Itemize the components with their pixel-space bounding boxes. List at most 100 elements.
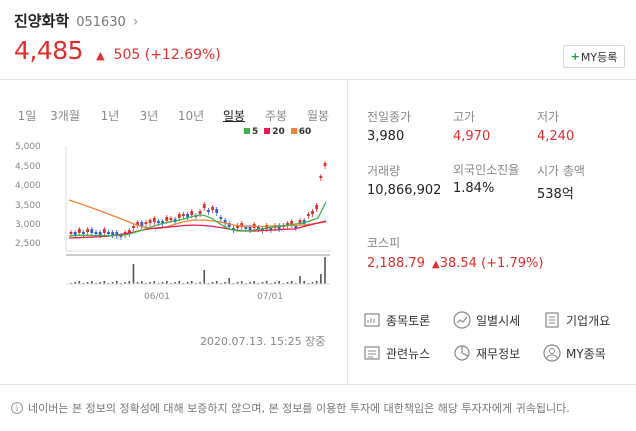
chat-board-icon [363,311,381,329]
candle-body [111,232,115,235]
period-tabs: 1일 3개월 1년 3년 10년 일봉 주봉 월봉 [14,107,338,124]
candle-body [236,225,239,228]
volume-bar [311,282,314,284]
stock-title[interactable]: 진양화학 051630 › [14,10,138,31]
news-icon [363,344,381,362]
candle-body [82,232,85,234]
volume-bar [265,281,268,284]
timestamp: 2020.07.13. 15:25 장중 [200,335,326,348]
candle-body [269,228,273,230]
tab-1day[interactable]: 1일 [17,109,37,123]
candle-body [190,211,194,215]
volume-bar [99,282,101,284]
ma5-line [68,201,327,237]
volume-bar [136,282,139,284]
divider-bottom [0,384,636,385]
volume-bar [290,281,293,284]
disclaimer: i 네이버는 본 정보의 정확성에 대해 보증하지 않으며, 본 정보를 이용한… [11,400,570,416]
ma60-line [68,199,327,230]
candle-body [115,232,119,236]
volume-bar [203,270,206,284]
candle-body [186,214,189,217]
candle-body [77,229,81,233]
menu-financial-info[interactable]: 재무정보 [453,344,520,362]
user-icon [543,344,561,362]
volume-bar [215,281,218,284]
x-tick: 06/01 [144,292,170,302]
candle-body [136,222,140,225]
kospi-block[interactable]: 코스피 2,188.79 ▲38.54 (+1.79%) [367,234,543,271]
volume-bar [178,281,181,284]
tab-daily[interactable]: 일봉 [222,109,246,123]
tab-3year[interactable]: 3년 [139,109,159,123]
candle-body [215,209,219,213]
candle-body [107,232,110,234]
divider-vertical [347,79,348,384]
candle-body [98,232,102,235]
candle-body [227,223,231,227]
volume-bar [128,281,131,284]
candle-body [144,222,148,224]
candle-body [277,225,281,229]
my-register-button[interactable]: + MY등록 [563,45,625,68]
volume-bar [286,282,289,284]
volume-bar [161,282,164,284]
menu-related-news[interactable]: 관련뉴스 [363,344,430,362]
stat-high: 고가 4,970 [453,110,491,144]
candle-body [219,217,223,219]
tab-3month[interactable]: 3개월 [50,109,80,123]
menu-company-overview[interactable]: 기업개요 [543,311,610,329]
volume-bar [249,282,251,284]
y-tick: 5,000 [15,142,41,152]
price-chart[interactable]: 5,000 4,500 4,000 3,500 3,000 2,500 06/0… [14,138,334,308]
tab-10year[interactable]: 10년 [177,109,205,123]
volume-bar [132,264,135,284]
candle-body [102,229,106,233]
candle-body [161,221,165,224]
volume-bar [253,281,256,284]
candle-body [157,221,160,223]
volume-bar [303,281,305,284]
volume-bar [315,281,318,284]
divider-top [0,79,636,80]
volume-bar [199,282,201,284]
volume-bar [324,257,326,284]
menu-discussion[interactable]: 종목토론 [363,311,430,329]
volume-bar [261,282,264,284]
candle-body [119,235,123,237]
kospi-value: 2,188.79 ▲38.54 (+1.79%) [367,256,544,271]
tab-monthly[interactable]: 월봉 [306,109,330,123]
y-axis: 5,000 4,500 4,000 3,500 3,000 2,500 [15,142,41,249]
candle-body [294,226,298,228]
menu-my-stocks[interactable]: MY종목 [543,344,606,362]
legend-ma20: 20 [264,127,285,137]
candle-body [132,226,135,228]
line-chart-icon [453,311,471,329]
stat-prev-close: 전일종가 3,980 [367,110,412,144]
chart-legend: 5 20 60 [244,127,311,137]
stat-foreign-ratio: 외국인소진율 1.84% [453,163,520,196]
chevron-right-icon[interactable]: › [132,14,139,30]
stock-name[interactable]: 진양화학 [14,12,70,30]
volume-bar [240,281,243,284]
stat-market-cap: 시가 총액 538억 [537,164,585,202]
x-tick: 07/01 [257,292,283,302]
tab-1year[interactable]: 1년 [100,109,120,123]
volume-bar [78,281,81,284]
tab-weekly[interactable]: 주봉 [264,109,288,123]
candle-body [86,229,90,232]
candle-body [165,217,169,221]
volume-bar [174,282,176,284]
volume-bar [86,282,89,284]
legend-ma5: 5 [244,127,258,137]
y-tick: 4,500 [15,162,41,172]
volume-bar [224,282,226,284]
volume-bar [186,282,189,284]
candle-body [177,214,181,218]
current-price: 4,485 [14,36,84,65]
volume-bar [190,281,193,284]
info-icon: i [11,402,23,414]
candle-body [207,210,210,212]
menu-daily-price[interactable]: 일별시세 [453,311,520,329]
price-change: 505 (+12.69%) [113,47,221,63]
